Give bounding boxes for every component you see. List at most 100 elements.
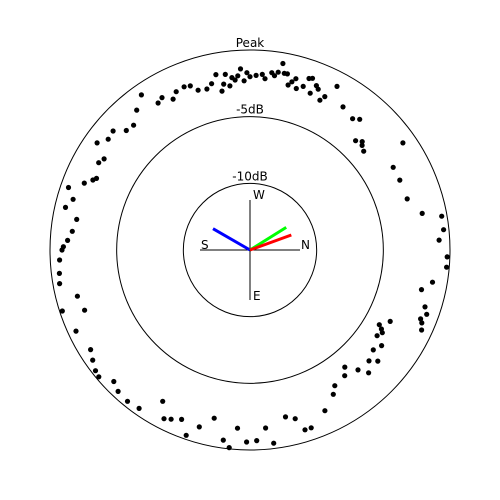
data-point <box>307 90 313 96</box>
data-point <box>359 139 365 145</box>
data-point <box>379 343 385 349</box>
data-point <box>204 86 210 92</box>
data-point <box>340 104 346 110</box>
data-point <box>418 316 424 322</box>
data-point <box>424 311 430 317</box>
data-point <box>74 293 80 299</box>
data-point <box>187 83 193 89</box>
data-point <box>317 97 323 103</box>
data-point <box>262 76 268 82</box>
data-point <box>213 72 219 78</box>
vector-blue <box>212 227 251 252</box>
data-point <box>309 75 316 81</box>
data-point <box>57 281 63 287</box>
data-point <box>221 81 227 87</box>
data-point <box>93 175 100 181</box>
data-point <box>195 87 201 93</box>
data-point <box>65 184 72 191</box>
data-point <box>390 164 396 170</box>
data-point <box>361 148 367 154</box>
data-point <box>74 216 80 222</box>
data-point <box>134 107 140 113</box>
data-point <box>131 122 137 128</box>
data-point <box>379 330 385 336</box>
data-point <box>387 318 393 324</box>
data-point <box>96 160 102 166</box>
data-point <box>322 408 328 414</box>
data-point <box>124 398 131 404</box>
data-point <box>375 358 381 364</box>
data-point <box>254 438 260 444</box>
ring-label-2: -10dB <box>232 169 267 183</box>
data-point <box>355 367 361 373</box>
data-point <box>101 156 107 162</box>
data-point <box>226 445 232 451</box>
data-point <box>159 95 165 101</box>
data-point <box>259 71 265 77</box>
data-point <box>57 257 63 263</box>
data-point <box>404 196 410 202</box>
data-point <box>181 84 187 90</box>
axis-label-right: N <box>301 238 310 252</box>
data-point <box>376 322 382 328</box>
data-point <box>115 388 121 394</box>
data-point <box>62 204 69 210</box>
data-point <box>237 66 244 72</box>
data-point <box>123 127 129 134</box>
data-point <box>105 136 111 142</box>
data-point <box>359 142 365 148</box>
data-point <box>400 140 406 146</box>
data-point <box>69 228 75 234</box>
data-point <box>353 138 359 144</box>
data-point <box>219 88 225 94</box>
data-point <box>293 85 299 92</box>
axis-label-top: W <box>253 188 265 202</box>
data-point <box>397 177 403 183</box>
data-point <box>241 78 247 84</box>
axis-label-left: S <box>201 238 209 252</box>
axis-label-bottom: E <box>253 289 261 303</box>
data-point <box>244 439 250 445</box>
data-point <box>275 69 281 75</box>
data-point <box>211 415 217 421</box>
ring-label-0: Peak <box>236 36 265 50</box>
data-point <box>244 70 250 76</box>
data-point <box>179 416 185 422</box>
data-point <box>155 100 161 106</box>
data-point <box>282 414 289 420</box>
data-point <box>315 86 321 92</box>
data-point <box>160 398 166 404</box>
data-point <box>289 79 295 85</box>
data-point <box>111 378 117 385</box>
data-point <box>232 77 238 83</box>
data-point <box>92 368 99 374</box>
data-point <box>284 71 290 77</box>
data-point <box>88 347 94 353</box>
data-point <box>73 328 79 334</box>
data-point <box>366 358 372 364</box>
data-point <box>96 374 102 380</box>
data-point <box>60 244 66 250</box>
data-point <box>138 92 144 98</box>
data-point <box>429 279 436 285</box>
data-point <box>196 424 202 430</box>
data-point <box>418 287 425 293</box>
data-point <box>444 264 450 270</box>
data-point <box>419 327 425 333</box>
data-point <box>293 76 299 82</box>
data-point <box>70 196 76 202</box>
data-point <box>292 416 298 422</box>
data-point <box>436 237 442 243</box>
data-point <box>136 405 142 411</box>
data-point <box>302 427 308 433</box>
data-point <box>271 73 278 79</box>
data-point <box>422 304 428 310</box>
data-point <box>419 320 425 326</box>
data-point <box>247 74 253 80</box>
ring-label-1: -5dB <box>236 103 264 117</box>
data-point <box>441 227 447 233</box>
data-point <box>308 425 314 431</box>
data-point <box>81 180 87 186</box>
data-point <box>285 82 291 88</box>
data-point <box>419 210 425 216</box>
